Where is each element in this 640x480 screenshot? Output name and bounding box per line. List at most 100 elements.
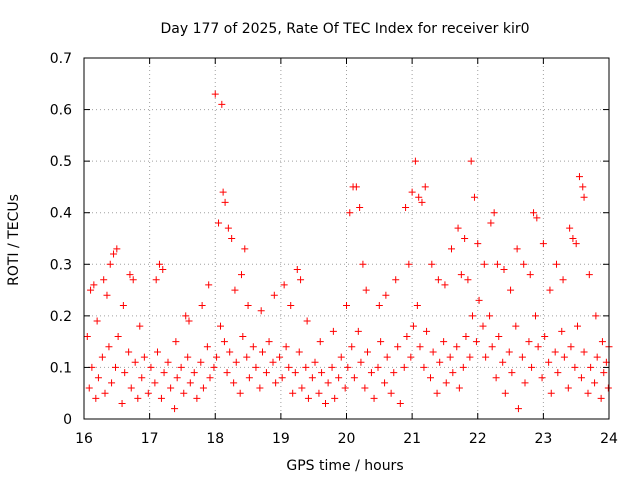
data-point	[226, 348, 234, 356]
data-point	[352, 183, 360, 191]
data-point	[198, 302, 206, 310]
y-tick-label: 0.3	[50, 257, 72, 273]
data-point	[429, 348, 437, 356]
data-point	[377, 338, 385, 346]
data-point	[244, 302, 252, 310]
data-point	[318, 369, 326, 377]
data-point	[534, 343, 542, 351]
data-point	[575, 173, 583, 181]
y-tick-label: 0.1	[50, 360, 72, 376]
data-point	[572, 240, 580, 248]
data-point	[436, 358, 444, 366]
data-point	[329, 327, 337, 335]
data-point	[316, 338, 324, 346]
data-point	[507, 286, 515, 294]
data-point	[173, 374, 181, 382]
x-tick-label: 19	[272, 431, 290, 447]
data-point	[219, 188, 227, 196]
data-point	[230, 379, 238, 387]
data-point	[415, 193, 423, 201]
data-point	[564, 384, 572, 392]
data-point	[126, 271, 134, 279]
data-point	[574, 322, 581, 330]
data-point	[580, 193, 588, 201]
data-point	[331, 394, 339, 402]
data-point	[125, 348, 133, 356]
data-point	[289, 389, 297, 397]
data-point	[93, 317, 101, 325]
data-point	[423, 327, 431, 335]
data-point	[167, 384, 175, 392]
data-point	[528, 363, 536, 371]
data-point	[387, 389, 395, 397]
data-point	[418, 198, 426, 206]
data-point	[348, 343, 356, 351]
data-point	[302, 363, 310, 371]
data-point	[466, 353, 474, 361]
data-point	[164, 358, 172, 366]
data-point	[416, 343, 424, 351]
data-point	[538, 374, 546, 382]
data-point	[238, 271, 245, 279]
data-point	[508, 369, 516, 377]
data-point	[303, 317, 311, 325]
data-point	[92, 394, 100, 402]
data-point	[205, 281, 213, 289]
data-point	[500, 265, 508, 273]
data-point	[114, 332, 122, 340]
data-point	[558, 327, 566, 335]
data-point	[539, 240, 547, 248]
data-point	[94, 374, 102, 382]
data-point	[505, 348, 513, 356]
data-point	[241, 245, 249, 253]
data-point	[441, 281, 449, 289]
data-point	[442, 379, 450, 387]
y-tick-labels: 0 0.1 0.2 0.3 0.4 0.5 0.6 0.7	[50, 51, 72, 428]
y-axis-label: ROTI / TECUs	[6, 194, 22, 286]
data-point	[245, 374, 253, 382]
data-point	[518, 353, 526, 361]
y-tick-label: 0.7	[50, 51, 72, 67]
data-point	[495, 332, 503, 340]
data-point	[405, 260, 413, 268]
data-point	[110, 250, 118, 258]
data-point	[362, 286, 370, 294]
data-point	[593, 353, 601, 361]
data-point	[600, 369, 608, 377]
axis-ticks	[83, 57, 610, 420]
chart-title: Day 177 of 2025, Rate Of TEC Index for r…	[160, 21, 529, 37]
data-point	[106, 260, 114, 268]
y-tick-label: 0.5	[50, 154, 72, 170]
y-tick-label: 0.4	[50, 206, 72, 222]
data-point	[383, 353, 391, 361]
data-point	[291, 369, 299, 377]
data-point	[322, 400, 329, 408]
data-point	[448, 245, 455, 253]
x-tick-label: 24	[600, 431, 618, 447]
data-point	[259, 348, 266, 356]
data-point	[480, 260, 488, 268]
data-point	[101, 389, 109, 397]
data-point	[152, 276, 160, 284]
data-point	[282, 343, 290, 351]
data-point	[108, 379, 116, 387]
data-point	[407, 353, 415, 361]
data-point	[591, 379, 599, 387]
data-point	[560, 353, 568, 361]
data-point	[490, 209, 498, 217]
data-point	[224, 224, 232, 232]
data-point	[129, 276, 137, 284]
data-point	[434, 276, 442, 284]
data-point	[344, 363, 352, 371]
data-point	[190, 369, 198, 377]
data-point	[213, 353, 221, 361]
data-point	[119, 302, 127, 310]
data-point	[206, 374, 214, 382]
data-point	[475, 296, 483, 304]
data-point	[354, 327, 362, 335]
y-tick-label: 0.2	[50, 309, 72, 325]
data-point	[221, 198, 229, 206]
data-point	[361, 384, 369, 392]
data-point	[269, 358, 277, 366]
data-point	[525, 338, 533, 346]
